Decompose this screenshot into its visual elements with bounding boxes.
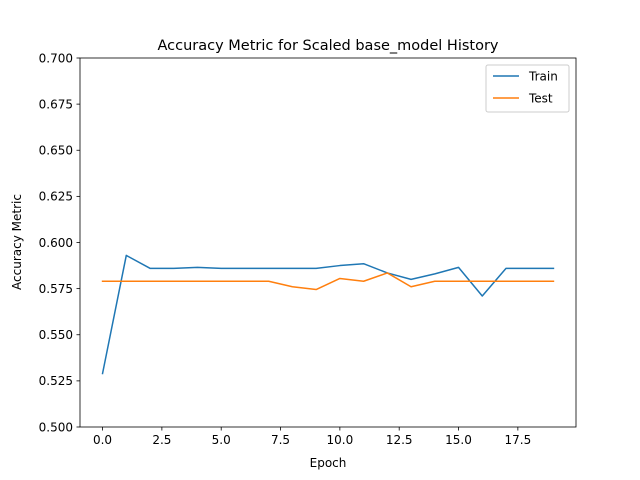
y-tick-label: 0.550 [39, 328, 73, 342]
series-line-train [101, 254, 555, 375]
legend-label-train: Train [528, 69, 558, 83]
y-tick-label: 0.525 [39, 374, 73, 388]
series-line-test [101, 272, 555, 291]
legend: Train Test [485, 64, 570, 113]
x-tick-label: 17.5 [504, 433, 531, 447]
x-tick-label: 2.5 [152, 433, 171, 447]
x-axis-title: Epoch [310, 456, 347, 470]
y-tick-label: 0.700 [39, 51, 73, 65]
y-tick-label: 0.575 [39, 282, 73, 296]
x-tick-label: 7.5 [271, 433, 290, 447]
y-tick-label: 0.500 [39, 420, 73, 434]
plot-area: 0.0 2.5 5.0 7.5 10.0 12.5 15.0 17.5 0.500 0.525 0.… [39, 51, 577, 447]
legend-label-test: Test [528, 91, 553, 105]
x-tick-label: 12.5 [386, 433, 413, 447]
x-tick-label: 0.0 [93, 433, 112, 447]
y-tick-label: 0.600 [39, 236, 73, 250]
x-tick-label: 15.0 [445, 433, 472, 447]
y-tick-label: 0.650 [39, 144, 73, 158]
y-axis-title: Accuracy Metric [10, 194, 24, 290]
y-tick-label: 0.675 [39, 97, 73, 111]
chart-title: Accuracy Metric for Scaled base_model Hi… [157, 38, 498, 54]
x-tick-label: 5.0 [212, 433, 231, 447]
y-tick-label: 0.625 [39, 190, 73, 204]
x-tick-label: 10.0 [327, 433, 354, 447]
